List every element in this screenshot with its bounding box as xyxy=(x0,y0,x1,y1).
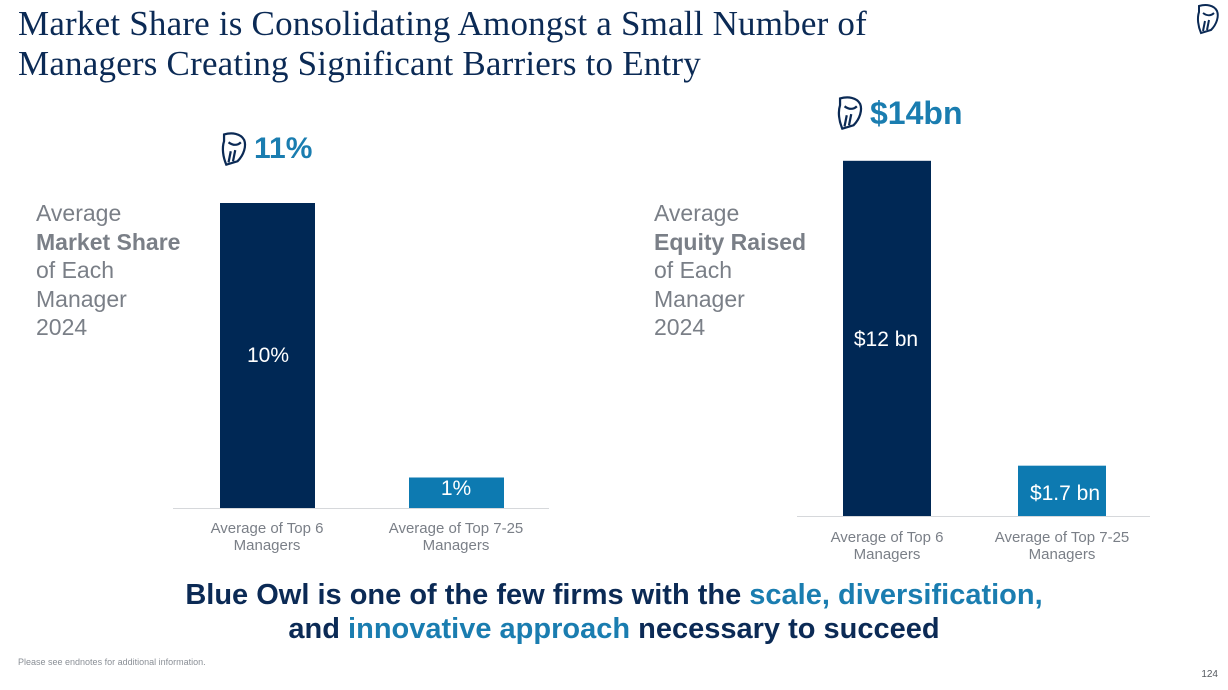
tagline: Blue Owl is one of the few firms with th… xyxy=(0,578,1228,646)
title-line-1: Market Share is Consolidating Amongst a … xyxy=(18,4,867,43)
chart-2-side-line-4: Manager xyxy=(654,285,745,312)
chart-1-bar-1-value-label: 10% xyxy=(246,344,290,367)
tagline-highlight-2: innovative approach xyxy=(348,613,631,645)
chart-1-side-line-3: of Each xyxy=(36,257,114,283)
page-title: Market Share is Consolidating Amongst a … xyxy=(18,4,1138,84)
chart-2-category-1: Average of Top 6 Managers xyxy=(830,529,944,563)
blue-owl-icon xyxy=(221,132,247,167)
chart-2-bar-2 xyxy=(1018,465,1106,516)
footnote: Please see endnotes for additional infor… xyxy=(18,657,206,667)
chart-2-bar-1 xyxy=(843,160,931,517)
chart-1-side-label: Average Market Share of Each Manager 202… xyxy=(36,199,180,342)
chart-2-side-label: Average Equity Raised of Each Manager 20… xyxy=(654,199,806,342)
chart-2-bar-1-value-label: $12 bn xyxy=(853,328,919,351)
title-line-2: Managers Creating Significant Barriers t… xyxy=(18,44,701,83)
chart-2-blue-owl-callout: $14bn xyxy=(832,94,962,132)
chart-2-category-2: Average of Top 7-25 Managers xyxy=(994,529,1130,563)
tagline-text-3: necessary to succeed xyxy=(630,613,940,645)
tagline-line-1: Blue Owl is one of the few firms with th… xyxy=(0,578,1228,612)
chart-1-side-line-5: 2024 xyxy=(36,314,88,340)
chart-1-side-metric: Market Share xyxy=(36,228,181,255)
chart-1-blue-owl-callout: 11% xyxy=(216,130,312,168)
chart-2-bar-2-value-label: $1.7 bn xyxy=(1029,482,1101,505)
chart-1-bar-1 xyxy=(220,203,315,508)
chart-2-side-line-3: of Each xyxy=(654,257,732,283)
chart-1-category-2: Average of Top 7-25 Managers xyxy=(388,520,524,554)
tagline-line-2: and innovative approach necessary to suc… xyxy=(0,612,1228,646)
chart-2-side-line-1: Average xyxy=(654,200,740,226)
chart-1-bar-2-value-label: 1% xyxy=(440,477,472,500)
chart-1-category-1: Average of Top 6 Managers xyxy=(210,520,324,554)
chart-1-side-line-4: Manager xyxy=(36,285,127,312)
chart-1-blue-owl-value: 11% xyxy=(254,132,313,165)
tagline-highlight-1: scale, diversification, xyxy=(749,579,1043,611)
blue-owl-icon xyxy=(837,96,863,131)
page-number: 124 xyxy=(1201,669,1218,680)
chart-2-side-line-5: 2024 xyxy=(654,314,706,340)
tagline-text-2: and xyxy=(288,613,349,645)
tagline-text-1: Blue Owl is one of the few firms with th… xyxy=(185,579,750,611)
chart-2-blue-owl-value: $14bn xyxy=(870,94,963,131)
chart-1-bar-2 xyxy=(409,477,504,508)
chart-1-side-line-1: Average xyxy=(36,200,122,226)
blue-owl-logo-icon xyxy=(1196,4,1219,35)
chart-2-side-metric: Equity Raised xyxy=(654,228,807,255)
